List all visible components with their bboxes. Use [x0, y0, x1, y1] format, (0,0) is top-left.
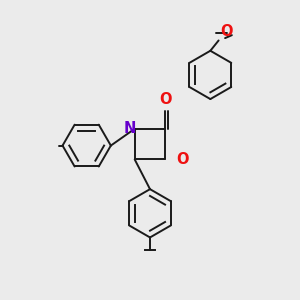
- Text: O: O: [159, 92, 172, 107]
- Text: O: O: [220, 24, 232, 39]
- Text: N: N: [124, 121, 136, 136]
- Text: O: O: [176, 152, 188, 167]
